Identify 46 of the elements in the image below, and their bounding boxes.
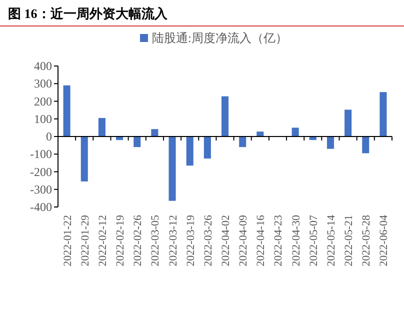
x-tick-label: 2022-03-26 bbox=[202, 214, 214, 266]
x-tick-label: 2022-02-19 bbox=[114, 214, 127, 266]
bar bbox=[98, 118, 106, 136]
x-tick-label: 2022-05-14 bbox=[325, 214, 338, 266]
bar bbox=[151, 129, 158, 136]
y-tick-label: -100 bbox=[30, 147, 52, 162]
x-tick-label: 2022-01-29 bbox=[79, 214, 92, 266]
x-tick-label: 2022-03-05 bbox=[150, 214, 162, 266]
y-tick-label: -400 bbox=[30, 200, 52, 214]
bar bbox=[292, 128, 299, 136]
x-tick-label: 2022-06-04 bbox=[378, 214, 390, 266]
y-tick-label: 400 bbox=[34, 59, 52, 73]
legend-label: 陆股通:周度净流入（亿） bbox=[152, 31, 288, 45]
bar bbox=[256, 132, 264, 136]
x-tick-label: 2022-05-28 bbox=[360, 214, 373, 266]
x-tick-label: 2022-04-23 bbox=[272, 214, 285, 266]
x-tick-label: 2022-02-12 bbox=[96, 215, 109, 266]
x-tick-label: 2022-05-21 bbox=[343, 215, 356, 266]
y-tick-label: 100 bbox=[34, 112, 52, 126]
bar bbox=[380, 92, 387, 136]
bar bbox=[362, 136, 370, 154]
bar bbox=[344, 110, 352, 136]
y-tick-label: -200 bbox=[30, 164, 52, 179]
x-tick-label: 2022-03-12 bbox=[167, 215, 180, 266]
y-tick-label: 200 bbox=[34, 94, 52, 108]
x-tick-label: 2022-04-09 bbox=[238, 214, 250, 266]
x-tick-label: 2022-04-02 bbox=[220, 215, 232, 266]
x-tick-label: 2022-04-16 bbox=[255, 214, 268, 266]
chart-title: 图 16：近一周外资大幅流入 bbox=[8, 6, 168, 21]
x-tick-label: 2022-02-26 bbox=[132, 214, 144, 266]
y-tick-label: 300 bbox=[34, 76, 52, 91]
bar bbox=[239, 136, 246, 148]
bar bbox=[326, 136, 334, 149]
bar bbox=[63, 85, 70, 136]
bar bbox=[221, 96, 229, 136]
y-tick-label: 0 bbox=[46, 130, 52, 144]
x-tick-label: 2022-04-30 bbox=[290, 214, 302, 266]
bar bbox=[186, 136, 194, 166]
bar bbox=[168, 136, 176, 201]
x-tick-label: 2022-05-07 bbox=[308, 214, 320, 266]
x-tick-label: 2022-03-19 bbox=[184, 214, 197, 266]
bar bbox=[80, 136, 88, 182]
x-tick-label: 2022-01-22 bbox=[62, 215, 74, 266]
bar bbox=[204, 136, 211, 159]
bar bbox=[134, 136, 141, 148]
y-tick-label: -300 bbox=[30, 182, 52, 196]
